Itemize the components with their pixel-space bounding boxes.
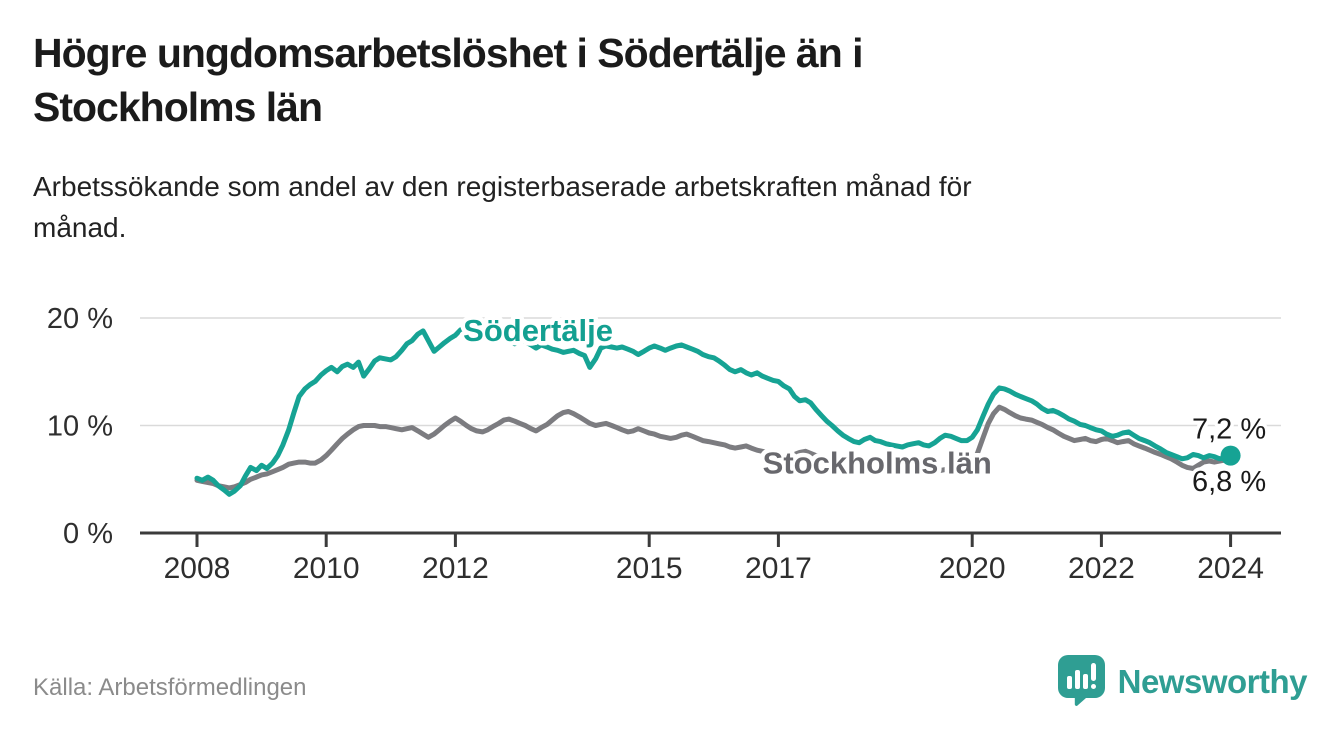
source-text: Källa: Arbetsförmedlingen	[33, 674, 307, 701]
x-tick-label: 2008	[164, 552, 231, 585]
x-tick-label: 2010	[293, 552, 360, 585]
x-tick-label: 2024	[1197, 552, 1264, 585]
x-tick-label: 2020	[939, 552, 1006, 585]
newsworthy-logo: Newsworthy	[1056, 654, 1308, 711]
x-tick-label: 2022	[1068, 552, 1135, 585]
end-value-label: 6,8 %	[1192, 466, 1266, 498]
newsworthy-logo-text: Newsworthy	[1117, 663, 1308, 700]
page-subtitle: Arbetssökande som andel av den registerb…	[33, 171, 972, 243]
end-dot	[1220, 445, 1241, 466]
y-tick-label: 0 %	[63, 518, 113, 550]
x-tick-label: 2015	[616, 552, 683, 585]
series-label: Södertälje	[463, 313, 613, 348]
y-tick-label: 20 %	[47, 303, 113, 335]
x-tick-label: 2017	[745, 552, 812, 585]
newsworthy-bubble-chart-icon	[1056, 654, 1106, 711]
page-title: Högre ungdomsarbetslöshet i Södertälje ä…	[33, 30, 864, 130]
y-tick-label: 10 %	[47, 411, 113, 443]
end-value-label: 7,2 %	[1192, 414, 1266, 446]
series-line-stockholms-l-n	[194, 404, 1234, 491]
series-label: Stockholms län	[763, 446, 992, 481]
x-tick-label: 2012	[422, 552, 489, 585]
series-line-s-dert-lje	[194, 320, 1234, 497]
